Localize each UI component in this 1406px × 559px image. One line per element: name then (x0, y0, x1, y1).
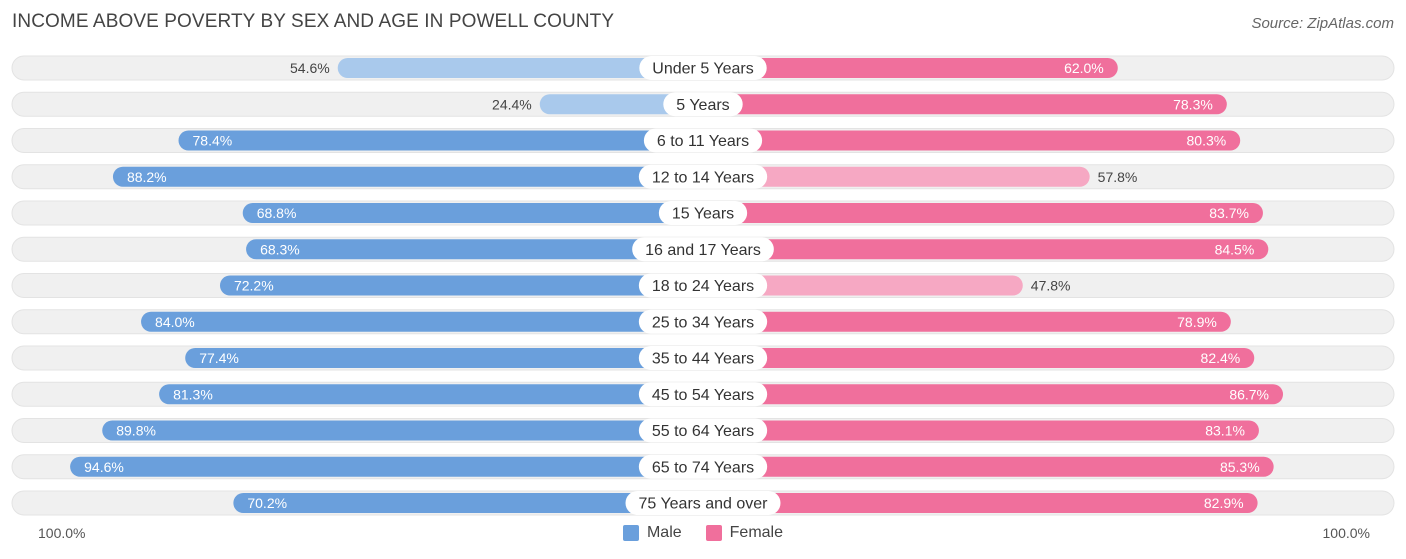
category-label: 16 and 17 Years (645, 242, 761, 259)
bar-male (102, 420, 704, 441)
value-label-male: 78.4% (193, 133, 233, 149)
value-label-female: 86.7% (1229, 386, 1269, 402)
category-pill (638, 454, 768, 479)
category-label: 5 Years (676, 97, 729, 114)
category-pill (632, 237, 774, 262)
category-pill (638, 309, 768, 334)
category-label: 75 Years and over (639, 496, 769, 513)
value-label-female: 78.9% (1177, 314, 1217, 330)
value-label-female: 83.1% (1205, 423, 1245, 439)
value-label-female: 62.0% (1064, 60, 1104, 76)
bar-male (178, 130, 703, 151)
value-label-female: 78.3% (1173, 96, 1213, 112)
value-label-male: 81.3% (173, 386, 213, 402)
legend-item-male: Male (622, 524, 682, 542)
value-label-male: 77.4% (199, 350, 239, 366)
category-pill (658, 201, 748, 225)
value-label-male: 68.3% (260, 241, 300, 257)
value-label-female: 47.8% (1031, 278, 1071, 294)
axis-right-label: 100.0% (1322, 525, 1370, 541)
value-label-female: 84.5% (1215, 241, 1255, 257)
category-label: 18 to 24 Years (652, 278, 754, 295)
bar-female (703, 420, 1259, 441)
bar-male (219, 275, 703, 296)
legend: Male Female (0, 524, 1406, 542)
value-label-female: 82.4% (1201, 350, 1241, 366)
value-label-male: 54.6% (290, 60, 330, 76)
bar-female (703, 348, 1255, 368)
category-pill (638, 164, 768, 189)
diverging-bar-chart: 54.6% 62.0% Under 5 Years 24.4% 78.3% 5 Years… (11, 55, 1395, 516)
category-pill (625, 491, 781, 515)
value-label-female: 85.3% (1220, 459, 1260, 475)
bar-female (703, 130, 1241, 151)
category-pill (643, 128, 763, 153)
bar-female (703, 166, 1090, 187)
category-label: 45 to 54 Years (652, 387, 754, 404)
bar-male (70, 456, 704, 477)
category-pill (638, 382, 768, 407)
source-attribution: Source: ZipAtlas.com (1251, 15, 1394, 32)
bar-male (539, 94, 703, 115)
value-label-male: 68.8% (257, 205, 297, 221)
value-label-male: 72.2% (234, 278, 274, 294)
bar-male (246, 239, 703, 260)
bar-male (112, 166, 703, 187)
bar-male (337, 58, 703, 78)
value-label-female: 80.3% (1187, 133, 1227, 149)
legend-label-female: Female (729, 524, 784, 541)
bar-male (141, 311, 704, 332)
value-label-male: 84.0% (155, 314, 195, 330)
bar-male (185, 348, 704, 368)
axis-left-label: 100.0% (38, 525, 86, 541)
value-label-male: 88.2% (127, 169, 167, 185)
legend-swatch-male (622, 525, 639, 541)
category-label: 12 to 14 Years (652, 169, 754, 186)
value-label-female: 82.9% (1204, 495, 1244, 511)
bar-female (703, 58, 1118, 78)
legend-label-male: Male (646, 524, 682, 541)
bar-male (159, 384, 703, 405)
value-label-female: 57.8% (1098, 169, 1138, 185)
category-pill (638, 273, 768, 298)
bar-female (703, 203, 1263, 223)
bar-female (703, 94, 1227, 115)
legend-item-female: Female (705, 524, 784, 542)
value-label-female: 83.7% (1209, 205, 1249, 221)
bar-female (703, 384, 1284, 405)
category-pill (639, 56, 767, 80)
category-label: 15 Years (672, 206, 734, 223)
bar-male (233, 493, 703, 513)
bar-female (703, 275, 1023, 296)
bar-male (242, 203, 703, 223)
category-label: 35 to 44 Years (652, 351, 754, 368)
bar-female (703, 456, 1274, 477)
category-label: 6 to 11 Years (657, 133, 749, 150)
bar-female (703, 239, 1269, 260)
category-label: 55 to 64 Years (652, 423, 754, 440)
bar-female (703, 311, 1231, 332)
category-pill (638, 418, 768, 443)
legend-swatch-female (705, 525, 722, 541)
chart-title: INCOME ABOVE POVERTY BY SEX AND AGE IN P… (12, 11, 615, 32)
value-label-male: 70.2% (247, 495, 287, 511)
category-label: 65 to 74 Years (652, 459, 754, 476)
value-label-male: 89.8% (116, 423, 156, 439)
category-pill (663, 92, 743, 117)
category-pill (638, 346, 768, 370)
category-label: 25 to 34 Years (652, 314, 754, 331)
value-label-male: 24.4% (492, 96, 532, 112)
value-label-male: 94.6% (84, 459, 124, 475)
bar-female (703, 493, 1258, 513)
category-label: Under 5 Years (652, 61, 753, 78)
